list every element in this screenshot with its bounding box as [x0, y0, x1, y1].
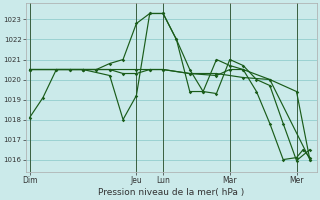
X-axis label: Pression niveau de la mer( hPa ): Pression niveau de la mer( hPa ): [98, 188, 244, 197]
